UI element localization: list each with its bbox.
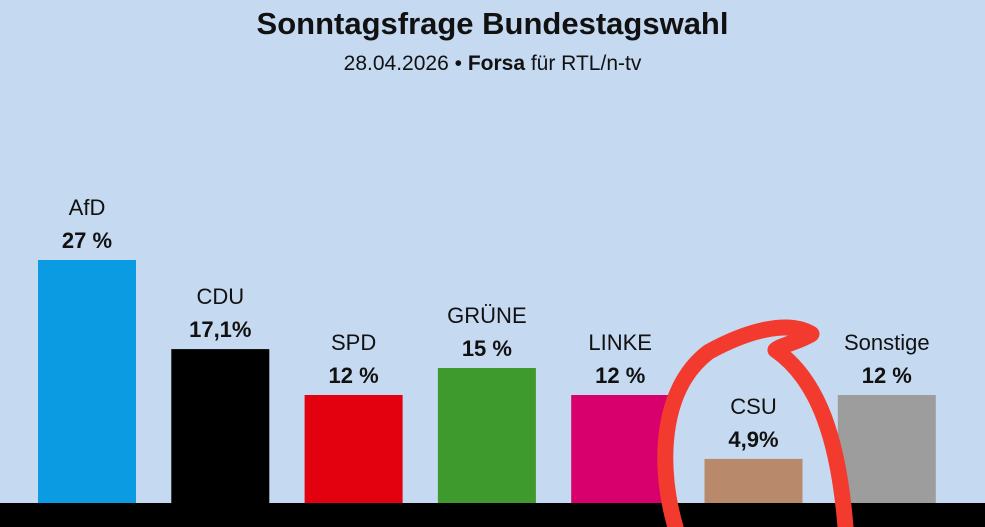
baseline-strip — [0, 503, 985, 527]
bar-value-cdu: 17,1% — [189, 317, 251, 342]
bar-spd — [304, 395, 403, 503]
bar-cdu — [171, 349, 270, 503]
bar-value-spd: 12 % — [329, 363, 379, 388]
bar-csu — [704, 458, 803, 503]
bar-linke — [571, 395, 670, 503]
bar-gruene — [437, 368, 536, 503]
bar-label-afd: AfD — [69, 195, 106, 220]
poll-institute: Forsa — [467, 52, 525, 75]
subtitle-separator: • — [454, 52, 462, 75]
bar-label-spd: SPD — [331, 330, 376, 355]
bar-label-csu: CSU — [730, 394, 776, 419]
bar-afd — [38, 260, 136, 503]
bar-label-sonstige: Sonstige — [844, 330, 930, 355]
bar-value-csu: 4,9% — [728, 427, 778, 452]
chart-title: Sonntagsfrage Bundestagswahl — [256, 6, 729, 41]
bar-value-sonstige: 12 % — [862, 363, 912, 388]
bar-sonstige — [837, 395, 936, 503]
annotation-circle — [657, 319, 854, 527]
bar-label-linke: LINKE — [588, 330, 652, 355]
bar-value-gruene: 15 % — [462, 336, 512, 361]
bar-label-cdu: CDU — [196, 284, 244, 309]
poll-client: für RTL/n-tv — [530, 52, 642, 75]
bar-label-gruene: GRÜNE — [447, 303, 526, 328]
bar-value-linke: 12 % — [595, 363, 645, 388]
bar-value-afd: 27 % — [62, 228, 112, 253]
chart-subtitle: 28.04.2026 • Forsa für RTL/n-tv — [0, 52, 985, 76]
poll-date: 28.04.2026 — [343, 52, 449, 75]
